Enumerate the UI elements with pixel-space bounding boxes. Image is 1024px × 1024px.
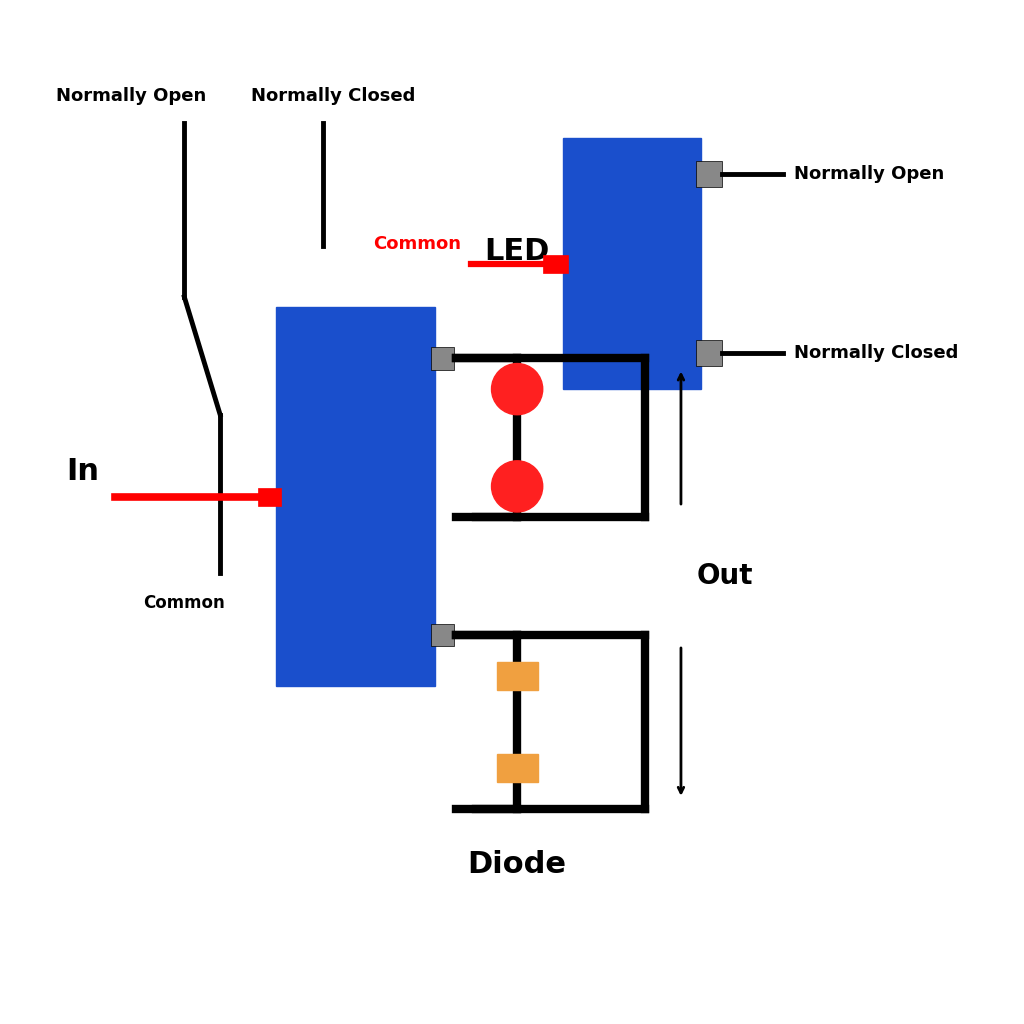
Text: Common: Common [373, 236, 461, 254]
Circle shape [492, 461, 543, 512]
Text: Diode: Diode [468, 850, 566, 879]
Circle shape [492, 364, 543, 415]
Text: Normally Open: Normally Open [56, 87, 207, 105]
Bar [431, 624, 454, 646]
Bar [431, 347, 454, 370]
Bar [696, 161, 722, 186]
Text: Normally Closed: Normally Closed [251, 87, 416, 105]
Bar [258, 487, 281, 506]
Bar [276, 307, 435, 686]
Bar [543, 255, 568, 272]
Text: Out: Out [696, 562, 753, 590]
Text: Normally Open: Normally Open [794, 165, 944, 183]
Bar [696, 340, 722, 366]
Bar [563, 138, 701, 389]
Bar [497, 662, 538, 690]
Text: LED: LED [484, 238, 550, 266]
Bar [497, 754, 538, 782]
Text: In: In [67, 458, 99, 486]
Text: Common: Common [143, 594, 225, 612]
Text: Normally Closed: Normally Closed [794, 344, 958, 362]
